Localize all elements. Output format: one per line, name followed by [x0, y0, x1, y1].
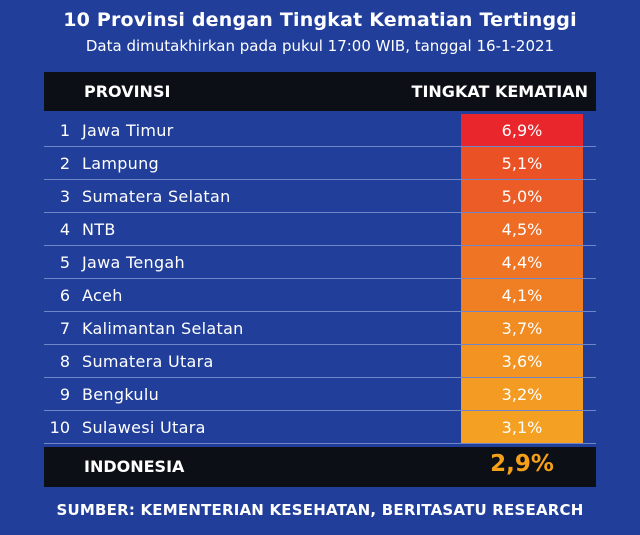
table-row: 7 Kalimantan Selatan 3,7% — [44, 312, 596, 345]
row-divider — [44, 179, 596, 180]
total-label: INDONESIA — [84, 457, 185, 476]
row-divider — [44, 377, 596, 378]
row-province: Sulawesi Utara — [82, 418, 206, 437]
rate-cell-bg — [461, 411, 583, 444]
row-divider — [44, 311, 596, 312]
header-tingkat-kematian: TINGKAT KEMATIAN — [411, 82, 588, 101]
row-province: Sumatera Utara — [82, 352, 214, 371]
row-province: Jawa Timur — [82, 121, 174, 140]
rate-cell-bg — [461, 279, 583, 312]
row-divider — [44, 344, 596, 345]
rate-cell-bg — [461, 213, 583, 246]
row-rank: 9 — [59, 385, 70, 404]
table-row: 4 NTB 4,5% — [44, 213, 596, 246]
row-rate-value: 4,4% — [501, 253, 543, 272]
row-rank: 7 — [59, 319, 70, 338]
table-row: 9 Bengkulu 3,2% — [44, 378, 596, 411]
row-divider — [44, 245, 596, 246]
row-province: Bengkulu — [82, 385, 160, 404]
rate-cell-bg — [461, 147, 583, 180]
rate-cell-bg — [461, 378, 583, 411]
rate-cell-bg — [461, 180, 583, 213]
table-row: 6 Aceh 4,1% — [44, 279, 596, 312]
table-row: 2 Lampung 5,1% — [44, 147, 596, 180]
row-rate-value: 6,9% — [501, 121, 543, 140]
row-rank: 4 — [59, 220, 70, 239]
table-row: 10 Sulawesi Utara 3,1% — [44, 411, 596, 444]
row-rate-value: 3,6% — [501, 352, 543, 371]
chart-title: 10 Provinsi dengan Tingkat Kematian Tert… — [63, 9, 577, 31]
row-province: Sumatera Selatan — [82, 187, 231, 206]
row-rate-value: 4,1% — [501, 286, 543, 305]
row-rank: 8 — [59, 352, 70, 371]
total-row: INDONESIA 2,9% — [44, 447, 596, 487]
rate-cell-bg — [461, 246, 583, 279]
row-divider — [44, 278, 596, 279]
row-divider — [44, 443, 596, 444]
row-rank: 6 — [59, 286, 70, 305]
row-rank: 3 — [59, 187, 70, 206]
row-rank: 10 — [49, 418, 70, 437]
row-rank: 1 — [59, 121, 70, 140]
row-rate-value: 5,1% — [501, 154, 543, 173]
chart-subtitle: Data dimutakhirkan pada pukul 17:00 WIB,… — [85, 37, 555, 55]
source-note: SUMBER: KEMENTERIAN KESEHATAN, BERITASAT… — [56, 501, 584, 519]
row-province: NTB — [82, 220, 116, 239]
table-row: 5 Jawa Tengah 4,4% — [44, 246, 596, 279]
row-rank: 5 — [59, 253, 70, 272]
row-rate-value: 3,7% — [501, 319, 543, 338]
table-body: 1 Jawa Timur 6,9% 2 Lampung 5,1% 3 Sumatera Sel… — [44, 114, 596, 444]
table-header: PROVINSI TINGKAT KEMATIAN — [44, 72, 596, 111]
row-province: Jawa Tengah — [82, 253, 185, 272]
row-province: Kalimantan Selatan — [82, 319, 244, 338]
total-value: 2,9% — [490, 451, 554, 477]
table-row: 8 Sumatera Utara 3,6% — [44, 345, 596, 378]
row-divider — [44, 410, 596, 411]
row-province: Aceh — [82, 286, 123, 305]
row-rate-value: 3,1% — [501, 418, 543, 437]
row-divider — [44, 146, 596, 147]
header-provinsi: PROVINSI — [84, 82, 171, 101]
rate-cell-bg — [461, 114, 583, 147]
row-rate-value: 4,5% — [501, 220, 543, 239]
rate-cell-bg — [461, 312, 583, 345]
rate-cell-bg — [461, 345, 583, 378]
row-rate-value: 5,0% — [501, 187, 543, 206]
table-row: 1 Jawa Timur 6,9% — [44, 114, 596, 147]
table-row: 3 Sumatera Selatan 5,0% — [44, 180, 596, 213]
row-divider — [44, 212, 596, 213]
row-province: Lampung — [82, 154, 159, 173]
row-rank: 2 — [59, 154, 70, 173]
row-rate-value: 3,2% — [501, 385, 543, 404]
